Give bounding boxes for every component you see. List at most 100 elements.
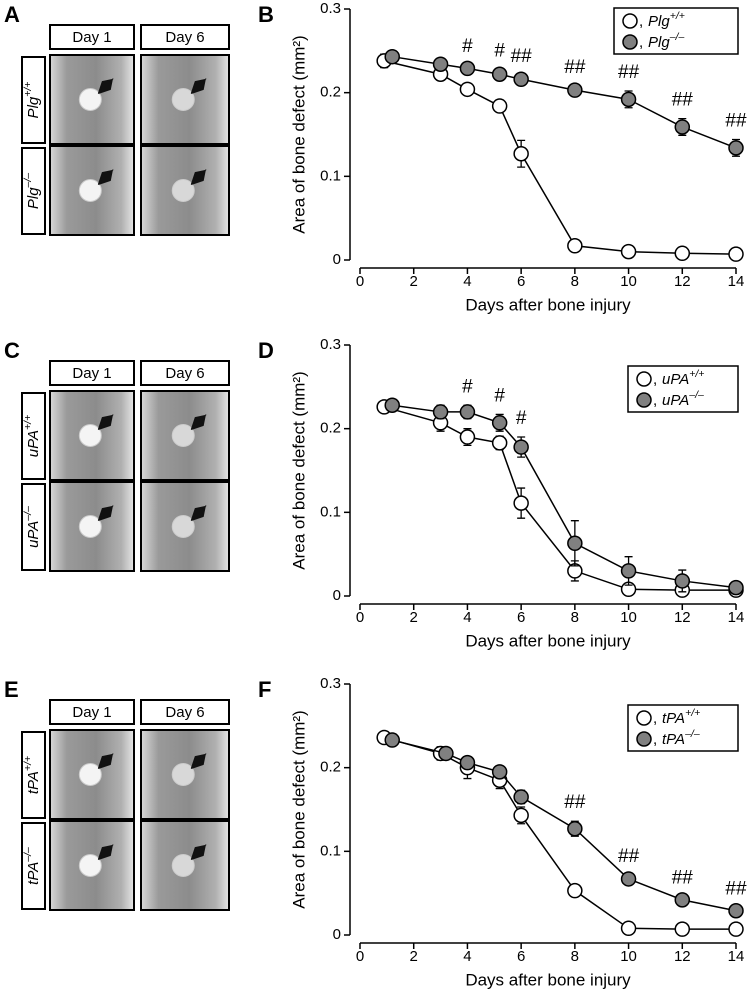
data-point (491, 98, 508, 114)
x-tick-label: 6 (517, 609, 525, 626)
row-label: Plg+/+ (22, 82, 42, 119)
x-tick-label: 14 (728, 609, 745, 626)
data-point (620, 91, 637, 108)
defect (171, 854, 195, 877)
row-label: tPA–/– (22, 847, 42, 885)
data-point (567, 820, 583, 837)
x-tick-label: 10 (620, 609, 637, 626)
data-point (728, 579, 744, 596)
data-point (491, 66, 508, 83)
x-axis-title: Days after bone injury (465, 295, 631, 314)
x-tick-label: 6 (517, 948, 525, 965)
x-tick-label: 0 (356, 948, 364, 965)
legend-label: uPA–/– (662, 389, 704, 409)
data-point (513, 439, 529, 455)
arrowhead (190, 77, 207, 94)
arrowhead (190, 413, 207, 430)
defect (171, 763, 195, 786)
photo (140, 729, 230, 820)
column-label: Day 1 (72, 704, 111, 721)
column-box (49, 360, 135, 386)
x-tick-label: 2 (410, 273, 418, 290)
x-tick-label: 4 (463, 273, 471, 290)
data-point (513, 789, 529, 805)
x-tick-label: 12 (674, 609, 691, 626)
defect (78, 424, 102, 447)
significance-mark: ## (725, 878, 747, 899)
arrowhead (97, 504, 114, 521)
row-box (21, 147, 46, 235)
data-point (459, 404, 476, 420)
y-tick-label: 0.2 (320, 420, 341, 437)
x-axis-title: Days after bone injury (465, 631, 631, 650)
legend-comma: , (639, 34, 643, 51)
data-point (567, 882, 583, 899)
data-point (513, 807, 529, 824)
series-line (383, 406, 736, 591)
arrowhead (97, 413, 114, 430)
legend-label: tPA+/+ (662, 707, 700, 727)
y-tick-label: 0 (333, 926, 341, 943)
defect (78, 515, 102, 538)
legend-marker (622, 13, 638, 29)
data-point (728, 902, 744, 919)
defect (171, 424, 195, 447)
data-point (459, 81, 476, 98)
significance-mark: # (494, 385, 505, 406)
data-point (567, 535, 583, 552)
legend-label: Plg+/+ (648, 10, 685, 30)
significance-mark: ## (564, 57, 586, 78)
data-point (674, 119, 691, 135)
row-label: uPA–/– (22, 506, 42, 548)
defect (171, 179, 195, 202)
row-label: tPA+/+ (22, 756, 42, 794)
column-box (140, 24, 230, 50)
defect (78, 763, 102, 786)
data-point (384, 732, 400, 748)
data-point (491, 764, 508, 780)
row-box (21, 392, 46, 480)
panel-letter: E (4, 677, 19, 702)
y-tick-label: 0.3 (320, 336, 341, 353)
data-point (459, 754, 476, 771)
y-tick-label: 0.3 (320, 675, 341, 692)
column-box (140, 699, 230, 725)
arrowhead (190, 168, 207, 185)
legend-label: Plg–/– (648, 31, 684, 51)
x-tick-label: 14 (728, 273, 745, 290)
legend-marker (636, 392, 652, 408)
data-point (620, 243, 637, 260)
data-point (674, 245, 691, 262)
defect (171, 515, 195, 538)
y-tick-label: 0.1 (320, 503, 341, 520)
row-label: Plg–/– (22, 173, 42, 209)
y-tick-label: 0 (333, 587, 341, 604)
arrowhead (190, 843, 207, 860)
data-point (567, 238, 583, 254)
x-tick-label: 4 (463, 948, 471, 965)
x-tick-label: 4 (463, 609, 471, 626)
panel-letter: D (258, 338, 274, 363)
column-box (49, 699, 135, 725)
x-tick-label: 12 (674, 948, 691, 965)
legend-comma: , (653, 371, 657, 388)
data-point (513, 145, 529, 162)
data-point (728, 921, 744, 937)
data-point (432, 56, 449, 72)
y-tick-label: 0.2 (320, 84, 341, 101)
panel-letter: F (258, 677, 271, 702)
arrowhead (190, 752, 207, 769)
x-tick-label: 0 (356, 273, 364, 290)
data-point (438, 745, 454, 762)
defect (171, 88, 195, 111)
data-point (513, 71, 529, 88)
legend-label: tPA–/– (662, 728, 700, 748)
data-point (513, 495, 529, 511)
data-point (491, 415, 508, 431)
data-point (728, 246, 744, 262)
panel-letter: C (4, 338, 20, 363)
legend-marker (622, 34, 638, 50)
defect (78, 854, 102, 877)
y-tick-label: 0.3 (320, 0, 341, 17)
